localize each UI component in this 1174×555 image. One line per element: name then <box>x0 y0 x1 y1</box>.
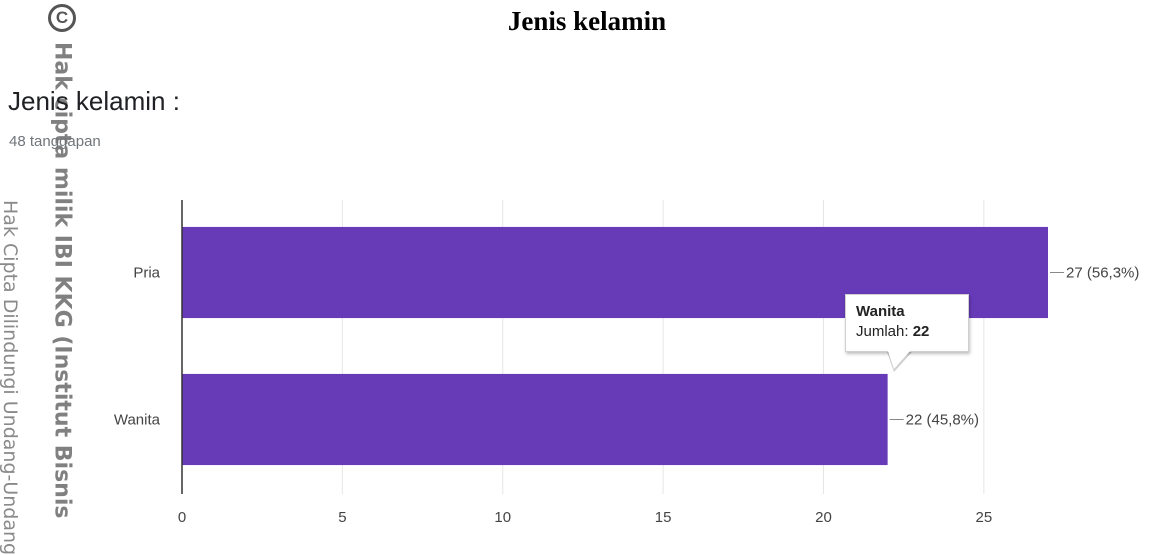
y-category-label: Pria <box>133 265 160 282</box>
x-tick-label: 5 <box>338 509 346 526</box>
bar-wanita[interactable] <box>182 373 888 466</box>
x-tick-label: 20 <box>815 509 832 526</box>
tooltip-value-line: Jumlah: 22 <box>856 321 958 343</box>
question-title: Jenis kelamin : <box>8 86 180 116</box>
document-title: Jenis kelamin <box>507 6 667 36</box>
y-category-label: Wanita <box>114 412 161 429</box>
chart-tooltip: Wanita Jumlah: 22 <box>845 294 969 352</box>
bar-chart: 0 5 10 15 20 25 Pria 27 (56,3%) Wanita 22 (45,8%) <box>114 200 1139 526</box>
tooltip-value: 22 <box>912 323 930 340</box>
response-count: 48 tanggapan <box>9 133 101 150</box>
tooltip-pointer <box>888 351 910 369</box>
x-tick-label: 10 <box>494 509 511 526</box>
copyright-icon: C <box>48 4 76 32</box>
x-tick-label: 15 <box>655 509 672 526</box>
tooltip-category: Wanita <box>856 303 905 320</box>
tooltip-label: Jumlah: <box>856 323 909 340</box>
x-tick-label: 25 <box>976 509 993 526</box>
data-label: 22 (45,8%) <box>906 412 979 429</box>
data-label: 27 (56,3%) <box>1066 265 1139 282</box>
x-tick-label: 0 <box>178 509 186 526</box>
